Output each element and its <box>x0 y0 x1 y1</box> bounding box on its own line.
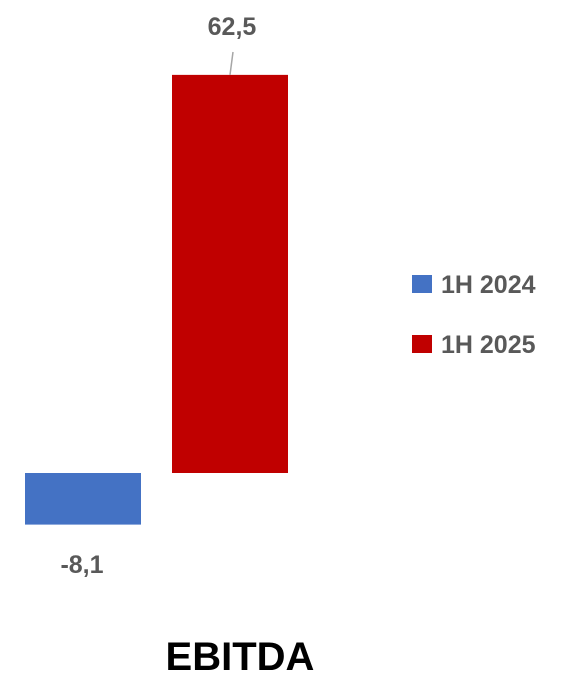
legend-swatch-1h-2024 <box>412 275 432 293</box>
legend-label-1h-2025: 1H 2025 <box>441 331 536 359</box>
legend: 1H 2024 1H 2025 <box>412 271 536 359</box>
data-label-1h-2025: 62,5 <box>208 13 257 41</box>
leader-line-1h-2025 <box>229 51 234 75</box>
data-label-1h-2024: -8,1 <box>60 551 103 579</box>
legend-label-1h-2024: 1H 2024 <box>441 271 536 299</box>
legend-swatch-1h-2025 <box>412 335 432 353</box>
bar-1h-2024 <box>25 473 141 525</box>
chart-title: EBITDA <box>166 635 315 674</box>
bar-1h-2025 <box>172 74 288 473</box>
plot-area: -8,1 62,5 <box>25 13 288 579</box>
